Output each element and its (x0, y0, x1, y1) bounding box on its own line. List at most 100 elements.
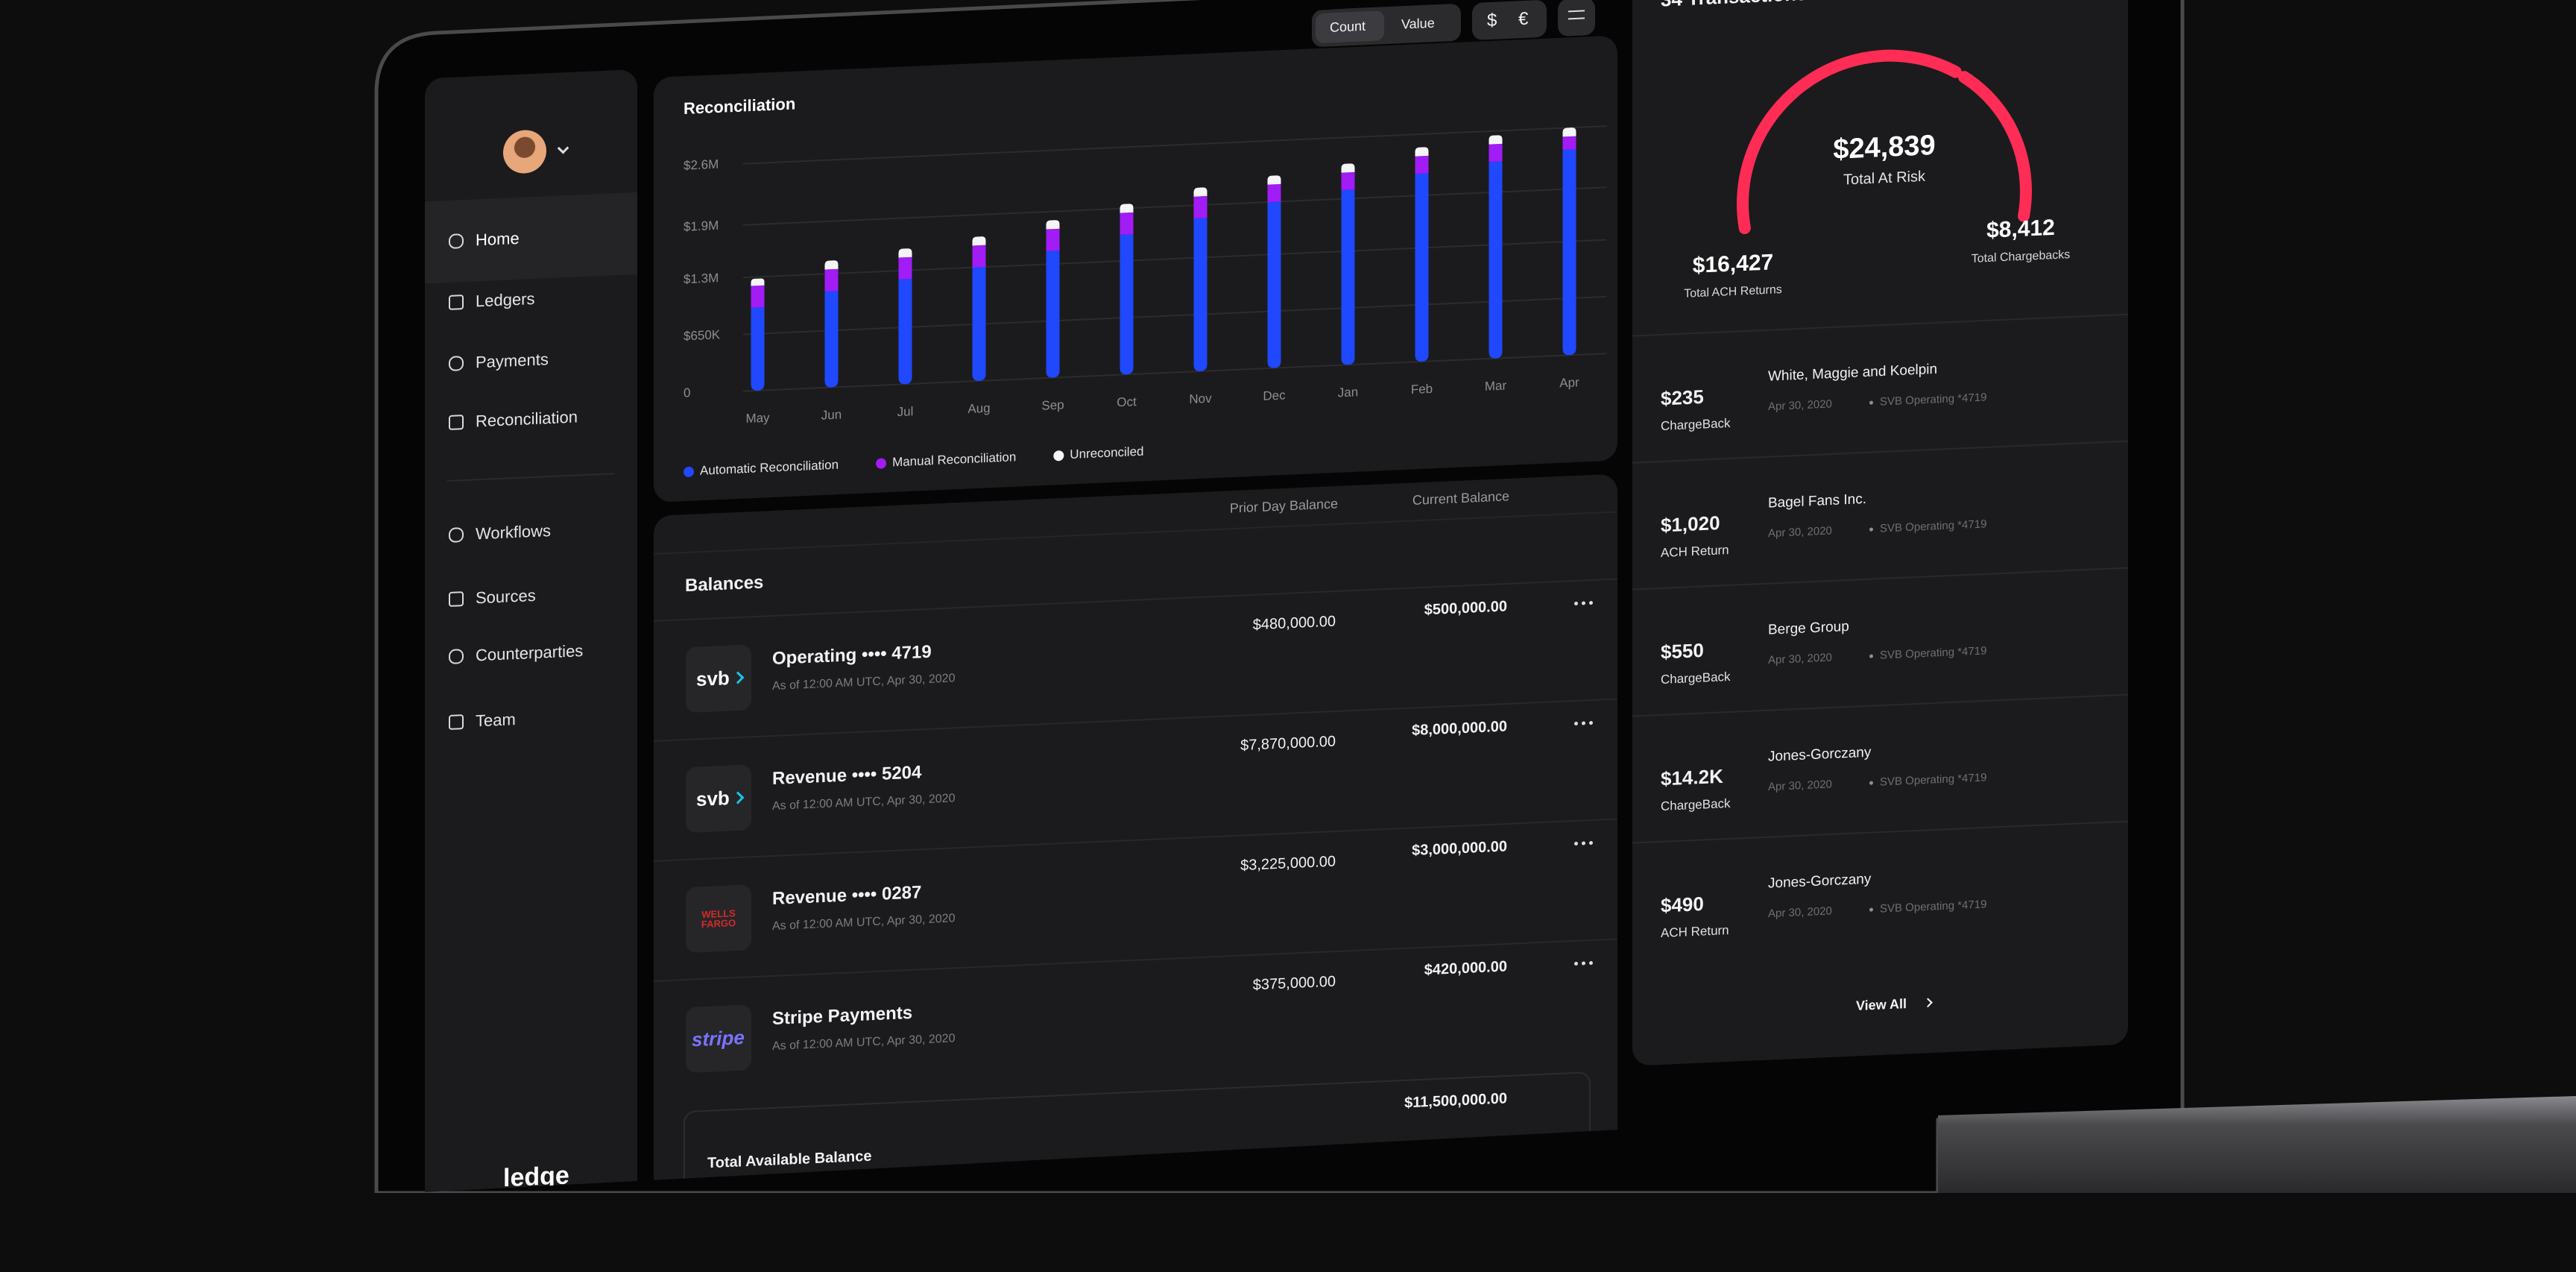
y-tick-label: $1.3M (684, 271, 719, 286)
column-header: Current Balance (1412, 488, 1509, 508)
menu-dot (1574, 961, 1578, 966)
reconciliation-chart: Reconciliation 0 $650K $1.3M $1.9M $2.6M May Ju… (684, 94, 1606, 478)
bar-segment (898, 279, 912, 385)
nav-item[interactable]: Home (476, 228, 520, 250)
y-tick-label: $650K (684, 327, 721, 343)
page: {"sidebar":{"nav":["Home","Ledgers","Pay… (374, 0, 2576, 1193)
bar-segment (751, 285, 765, 308)
nav-item[interactable]: Workflows (476, 520, 552, 544)
nav-item[interactable]: Payments (476, 350, 549, 372)
transaction-item: $1,020 ACH Return Bagel Fans Inc. Apr 30, 2… (1632, 440, 2128, 591)
bar-segment (1193, 218, 1208, 371)
nav-item[interactable]: Team (476, 710, 516, 731)
as-of: As of 12:00 AM UTC, Apr 30, 2020 (772, 792, 956, 813)
row-menu[interactable] (1574, 837, 1597, 848)
filter-icon-line (1568, 10, 1585, 13)
legend-swatch (684, 466, 694, 477)
menu-dot (1574, 601, 1578, 606)
account-name: Revenue •••• 5204 (772, 762, 922, 789)
bank-logo: svb (686, 644, 751, 714)
as-of: As of 12:00 AM UTC, Apr 30, 2020 (772, 1032, 956, 1053)
transaction-amount: $550 (1661, 638, 1704, 664)
bar-segment (1120, 234, 1134, 375)
svb-chevron (731, 791, 745, 805)
toggle-count[interactable]: Count (1330, 18, 1366, 35)
grid-line (743, 125, 1606, 165)
transaction-amount: $235 (1661, 385, 1704, 410)
bank-logo: WELLS FARGO (686, 884, 751, 954)
bar-segment (1120, 212, 1134, 235)
toggle-value[interactable]: Value (1401, 15, 1435, 32)
transaction-name: Jones-Gorczany (1768, 744, 1872, 765)
transaction-date: Apr 30, 2020 (1768, 397, 1832, 414)
currency-eur[interactable]: € (1518, 8, 1529, 30)
nav-item[interactable]: Sources (476, 585, 536, 608)
x-tick-label: Jun (821, 407, 842, 422)
x-tick-label: Nov (1189, 391, 1212, 406)
bank-logo: svb (686, 764, 751, 834)
balances-title: Balances (685, 572, 764, 596)
nav-item[interactable]: Counterparties (476, 641, 584, 665)
legend-swatch (1053, 450, 1064, 462)
legend-label: Automatic Reconciliation (700, 458, 839, 478)
view-all[interactable]: View All (1856, 996, 1907, 1014)
grid-line (743, 295, 1606, 336)
row-menu[interactable] (1574, 597, 1597, 608)
transaction-name: Berge Group (1768, 618, 1849, 638)
x-tick-label: Oct (1117, 394, 1137, 409)
bar-segment (1267, 175, 1281, 185)
row-menu[interactable] (1574, 957, 1597, 969)
currency-usd[interactable]: $ (1487, 10, 1497, 31)
menu-dot (1582, 841, 1585, 846)
reconciliation-card: Reconciliation 0 $650K $1.3M $1.9M $2.6M May Ju… (654, 35, 1617, 503)
filter-button[interactable] (1558, 0, 1595, 37)
grid-line (743, 353, 1606, 392)
row-menu[interactable] (1574, 717, 1597, 728)
bar-segment (1415, 173, 1429, 362)
bar-segment (1046, 228, 1060, 251)
nav-item[interactable]: Ledgers (476, 289, 535, 311)
bar-segment (751, 307, 765, 391)
x-tick-label: Aug (967, 401, 990, 416)
bar-segment (898, 256, 912, 280)
bar-segment (1562, 127, 1576, 137)
risk-label: Total ACH Returns (1684, 283, 1782, 300)
column-header: Prior Day Balance (1229, 496, 1338, 516)
bar-segment (898, 248, 912, 258)
bar-segment (1267, 201, 1281, 368)
current-balance: $8,000,000.00 (1412, 718, 1507, 740)
bar-segment (1046, 251, 1060, 378)
separator-dot (1869, 654, 1873, 658)
bar-segment (1341, 163, 1355, 173)
bank-logo: stripe (686, 1004, 751, 1074)
transaction-date: Apr 30, 2020 (1768, 904, 1832, 921)
bar-segment (972, 236, 986, 246)
separator-dot (1869, 527, 1873, 532)
menu-dot (1574, 841, 1578, 846)
transaction-date: Apr 30, 2020 (1768, 524, 1832, 541)
nav-icon (449, 527, 464, 543)
account-name: Operating •••• 4719 (772, 641, 932, 669)
x-tick-label: May (745, 411, 770, 426)
dashboard: Home Ledgers Payments Reconciliation Workflo… (414, 0, 2143, 1193)
legend-label: Manual Reconciliation (892, 450, 1016, 469)
x-tick-label: Dec (1263, 388, 1286, 403)
menu-dot (1582, 721, 1585, 725)
bar-segment (1120, 204, 1134, 213)
bar-segment (1489, 161, 1503, 359)
x-tick-label: Mar (1485, 378, 1507, 393)
bar-segment (1489, 143, 1503, 163)
account-name: Revenue •••• 0287 (772, 882, 922, 909)
bar-segment (1415, 155, 1429, 174)
grid-line (743, 239, 1606, 279)
transaction-item: $235 ChargeBack White, Maggie and Koelpin A… (1632, 313, 2128, 464)
bar-segment (1341, 189, 1355, 365)
bar-segment (824, 260, 839, 270)
nav-icon (449, 233, 464, 249)
nav-item[interactable]: Reconciliation (476, 407, 578, 431)
bank-logo-text: stripe (692, 1026, 745, 1051)
transaction-type: ACH Return (1661, 922, 1729, 940)
y-tick-label: $1.9M (684, 218, 719, 234)
risk-value: $8,412 (1986, 215, 2055, 243)
